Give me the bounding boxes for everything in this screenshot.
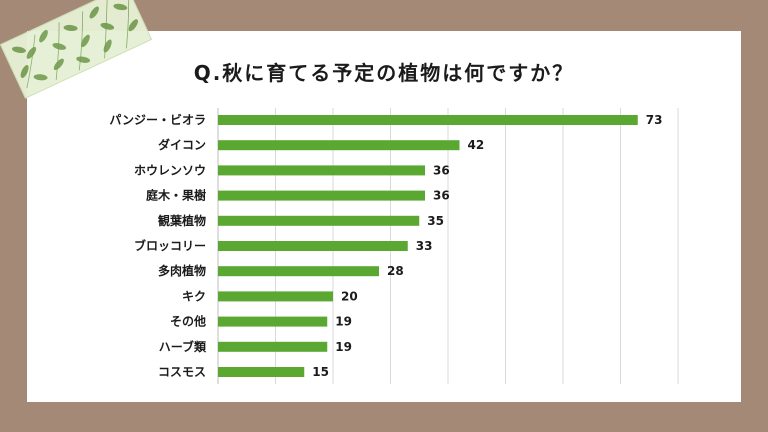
bar (218, 115, 638, 125)
data-label: 42 (468, 138, 485, 152)
bar (218, 190, 425, 201)
data-label: 19 (335, 340, 352, 354)
category-label: その他 (170, 314, 206, 329)
bar (218, 341, 328, 352)
bars (218, 115, 638, 377)
category-label: パンジー・ビオラ (109, 112, 206, 127)
category-label: ダイコン (158, 137, 206, 152)
data-label: 73 (646, 113, 663, 127)
bar (218, 215, 420, 226)
data-label: 19 (335, 315, 352, 329)
data-label: 35 (427, 214, 444, 228)
bar (218, 367, 305, 377)
category-label: ハーブ類 (159, 339, 207, 354)
category-label: 観葉植物 (158, 213, 206, 228)
category-label: 庭木・果樹 (146, 188, 206, 203)
category-label: コスモス (158, 365, 206, 379)
labels: パンジー・ビオラ 73 ダイコン 42 ホウレンソウ 36 庭木・果樹 36 観葉植物 35 ブロッ… (109, 112, 662, 379)
data-label: 20 (341, 289, 358, 303)
data-label: 28 (387, 264, 404, 278)
bar (218, 140, 460, 151)
category-label: ホウレンソウ (134, 163, 206, 177)
category-label: 多肉植物 (158, 263, 206, 278)
bar (218, 316, 328, 327)
data-label: 15 (312, 365, 329, 379)
data-label: 36 (433, 189, 450, 203)
category-label: キク (182, 289, 206, 303)
bar (218, 291, 333, 302)
leaf-pattern-icon (12, 0, 138, 89)
data-label: 36 (433, 163, 450, 177)
washi-tape-decoration (0, 0, 153, 99)
category-label: ブロッコリー (134, 238, 206, 253)
bar (218, 266, 379, 277)
bar (218, 241, 408, 251)
chart-title: Q.秋に育てる予定の植物は何ですか？ (193, 61, 575, 85)
bar (218, 165, 425, 176)
data-label: 33 (416, 239, 433, 253)
